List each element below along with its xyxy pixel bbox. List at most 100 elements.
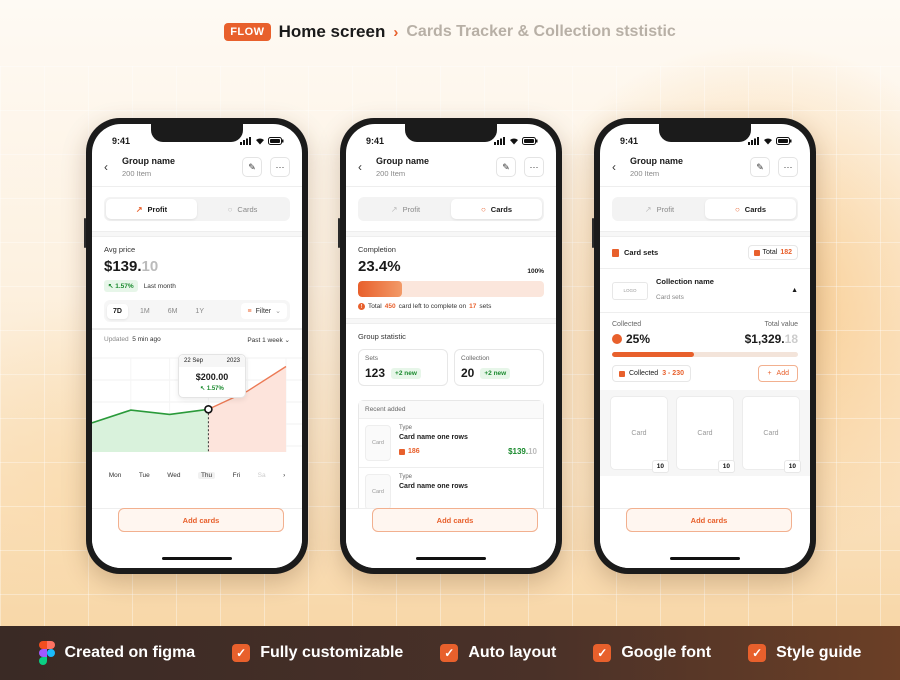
tab-profit[interactable]: ↗ Profit (106, 199, 197, 219)
more-button[interactable]: ··· (270, 157, 290, 177)
recent-added-list: Recent added Card Type Card name one row… (358, 400, 544, 518)
tab-cards-label: Cards (237, 204, 258, 214)
day-label: Fri (232, 472, 241, 479)
collection-row[interactable]: LOGO Collection name Card sets ▲ (600, 269, 810, 313)
status-time: 9:41 (112, 136, 131, 146)
collection-label: Collection (461, 355, 490, 362)
day-axis: Mon Tue Wed Thu Fri Sa › (92, 468, 302, 483)
card-tile[interactable]: Card 10 (742, 396, 801, 473)
completion-section: Completion 23.4% 100% ! Total 450 card l… (346, 237, 556, 318)
battery-icon (522, 137, 538, 145)
trend-icon: ↗ (644, 204, 652, 214)
series-line-positive (92, 408, 209, 424)
group-count: 200 Item (630, 169, 660, 178)
collection-stat: Collection 20 +2 new (454, 349, 544, 386)
timeframe-1y[interactable]: 1Y (195, 307, 204, 315)
caret-up-icon[interactable]: ▲ (791, 287, 798, 294)
wifi-icon (510, 138, 518, 145)
group-title-block: Group name 200 Item (122, 156, 234, 178)
more-button[interactable]: ··· (778, 157, 798, 177)
tooltip-date: 22 Sep (184, 358, 204, 364)
signal-icon (240, 137, 251, 145)
item-price: $139.10 (508, 447, 537, 456)
add-cards-button[interactable]: Add cards (118, 508, 284, 532)
card-tile[interactable]: Card 10 (676, 396, 735, 473)
more-icon: ··· (275, 162, 285, 172)
collection-sub: Card sets (656, 294, 684, 301)
item-count-value: 186 (408, 448, 420, 455)
card-tile[interactable]: Card 10 (610, 396, 669, 473)
total-badge: Total 182 (747, 245, 798, 260)
tab-cards[interactable]: ○ Cards (451, 199, 542, 219)
tooltip-header: 22 Sep 2023 (179, 355, 245, 367)
tab-profit[interactable]: ↗ Profit (360, 199, 451, 219)
day-label: Tue (138, 472, 150, 479)
item-info: Type Card name one rows (399, 474, 537, 510)
collected-tag-label: Collected (629, 370, 659, 377)
screen: 9:41 ‹ Group name 200 Item ✎ ··· ↗ Profit… (92, 124, 302, 568)
feature-label: Created on figma (64, 644, 196, 661)
info-text: card left to complete on (398, 303, 467, 310)
collection-stats-labels: Collected Total value (600, 313, 810, 328)
group-title-block: Group name 200 Item (630, 156, 742, 178)
add-button[interactable]: + Add (758, 365, 798, 382)
edit-button[interactable]: ✎ (242, 157, 262, 177)
card-sets-title: Card sets (612, 248, 658, 257)
group-header: ‹ Group name 200 Item ✎ ··· (346, 150, 556, 187)
tooltip-change: ↖ 1.57% (200, 386, 224, 392)
collected-pct-value: 25% (626, 332, 651, 346)
feature-label: Style guide (776, 644, 862, 661)
add-cards-button[interactable]: Add cards (372, 508, 538, 532)
tab-cards[interactable]: ○ Cards (705, 199, 796, 219)
timeframe-7d[interactable]: 7D (107, 303, 128, 319)
tab-cards[interactable]: ○ Cards (197, 199, 288, 219)
timeframe-6m[interactable]: 6M (167, 307, 178, 315)
edit-button[interactable]: ✎ (496, 157, 516, 177)
collection-stats-values: 25% $1,329.18 (600, 328, 810, 346)
change-badge: ↖ 1.57% (104, 280, 138, 292)
completion-progress (358, 281, 544, 297)
avg-price-label: Avg price (104, 245, 136, 254)
change-period: Last month (143, 282, 176, 290)
home-indicator (162, 557, 232, 560)
group-stat-label: Group statistic (358, 332, 406, 341)
add-cards-button[interactable]: Add cards (626, 508, 792, 532)
divider (600, 231, 810, 237)
timeframe-1m[interactable]: 1M (139, 307, 150, 315)
tab-profit-label: Profit (656, 204, 675, 214)
chevron-right-icon[interactable]: › (283, 472, 286, 479)
list-item[interactable]: Card Type Card name one rows (359, 468, 543, 517)
divider (92, 231, 302, 237)
collected-range: 3 - 230 (662, 370, 684, 377)
avg-price-section: Avg price $139.10 ↖ 1.57% Last month (92, 237, 302, 300)
tab-profit[interactable]: ↗ Profit (614, 199, 705, 219)
range-select[interactable]: Past 1 week ⌄ (247, 336, 290, 344)
price-chart[interactable]: 22 Sep 2023 $200.00 ↖ 1.57% (92, 348, 302, 468)
page-title: Home screen (278, 22, 386, 41)
back-icon[interactable]: ‹ (358, 160, 362, 174)
tab-switcher: ↗ Profit ○ Cards (104, 197, 290, 221)
filter-button[interactable]: ≡ Filter ⌄ (241, 303, 287, 319)
check-icon: ✓ (232, 644, 251, 662)
figma-icon (38, 641, 55, 665)
value-cents: 18 (784, 332, 798, 346)
sets-values: 123 +2 new (365, 366, 441, 380)
completion-progress-fill (358, 281, 402, 297)
data-point-selected (204, 404, 213, 414)
item-count: 186 (399, 448, 420, 455)
back-icon[interactable]: ‹ (612, 160, 616, 174)
card-thumbnail: Card (365, 474, 391, 510)
screen: 9:41 ‹ Group name 200 Item ✎ ··· ↗ Profit… (346, 124, 556, 568)
more-button[interactable]: ··· (524, 157, 544, 177)
back-icon[interactable]: ‹ (104, 160, 108, 174)
tab-switcher: ↗ Profit ○ Cards (612, 197, 798, 221)
add-label: Add (776, 370, 789, 377)
edit-button[interactable]: ✎ (750, 157, 770, 177)
price-chart-svg (92, 357, 302, 452)
group-name: Group name (122, 156, 176, 166)
check-icon: ✓ (748, 644, 767, 662)
list-item[interactable]: Card Type Card name one rows 186 $139.10 (359, 419, 543, 468)
status-time: 9:41 (620, 136, 639, 146)
home-indicator (416, 557, 486, 560)
sets-label: Sets (365, 355, 379, 362)
